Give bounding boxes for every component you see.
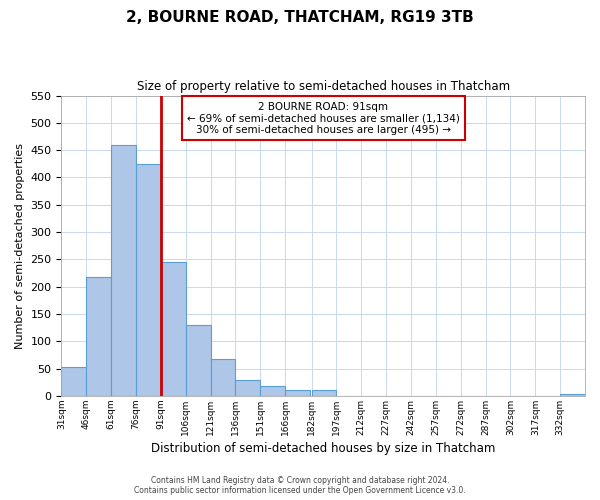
Bar — [111, 144, 136, 396]
X-axis label: Distribution of semi-detached houses by size in Thatcham: Distribution of semi-detached houses by … — [151, 442, 496, 455]
Bar — [185, 325, 211, 396]
Bar — [61, 367, 86, 396]
Bar — [136, 164, 161, 396]
Bar — [161, 262, 185, 396]
Text: 2 BOURNE ROAD: 91sqm
← 69% of semi-detached houses are smaller (1,134)
30% of se: 2 BOURNE ROAD: 91sqm ← 69% of semi-detac… — [187, 102, 460, 135]
Text: Contains HM Land Registry data © Crown copyright and database right 2024.
Contai: Contains HM Land Registry data © Crown c… — [134, 476, 466, 495]
Bar — [211, 359, 235, 396]
Bar — [260, 386, 285, 396]
Bar — [86, 277, 111, 396]
Bar — [560, 394, 585, 396]
Title: Size of property relative to semi-detached houses in Thatcham: Size of property relative to semi-detach… — [137, 80, 510, 93]
Y-axis label: Number of semi-detached properties: Number of semi-detached properties — [15, 142, 25, 348]
Bar — [311, 390, 337, 396]
Bar — [235, 380, 260, 396]
Bar — [285, 390, 310, 396]
Text: 2, BOURNE ROAD, THATCHAM, RG19 3TB: 2, BOURNE ROAD, THATCHAM, RG19 3TB — [126, 10, 474, 25]
